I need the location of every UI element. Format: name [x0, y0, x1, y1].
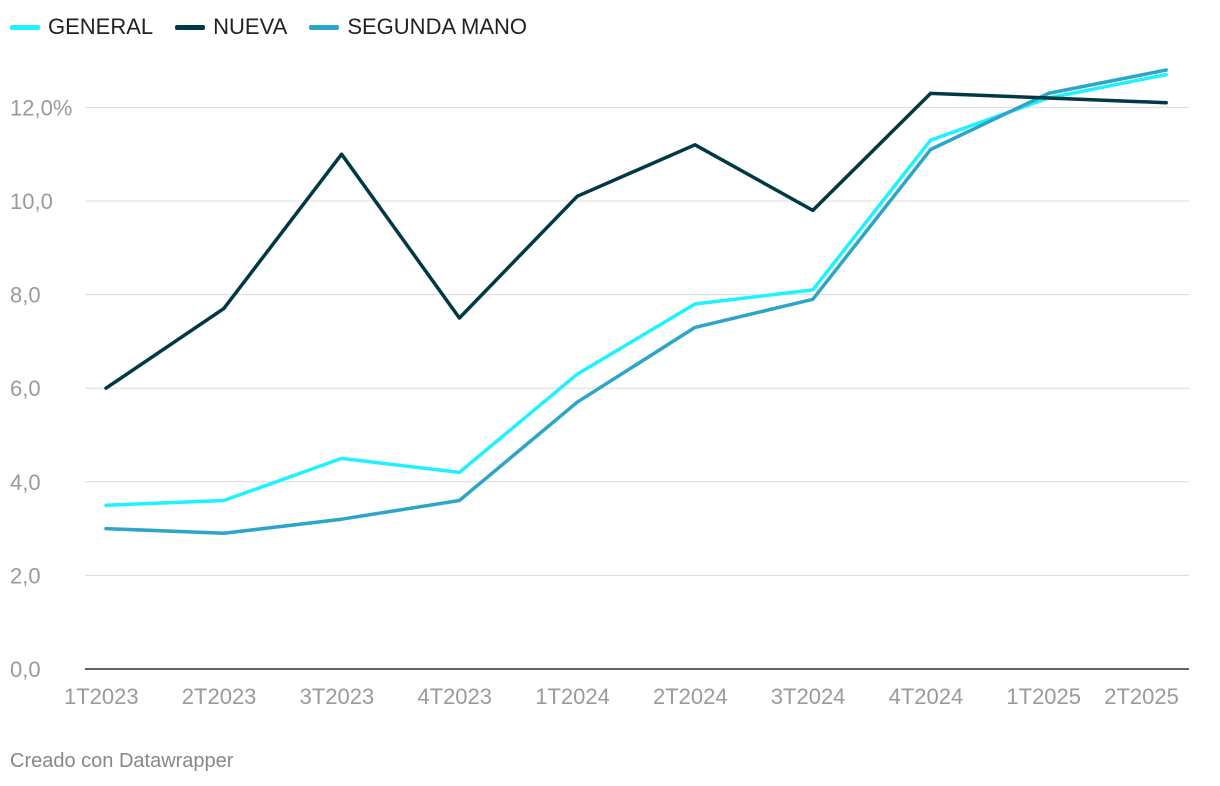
- legend-swatch: [175, 24, 206, 30]
- legend-swatch: [10, 24, 40, 30]
- legend-item-0: GENERAL: [10, 14, 153, 40]
- x-tick-label: 3T2023: [300, 684, 375, 709]
- y-tick-label: 8,0: [10, 283, 41, 308]
- y-tick-label: 0,0: [10, 657, 41, 682]
- y-tick-label: 6,0: [10, 376, 41, 401]
- x-tick-label: 4T2023: [417, 684, 492, 709]
- y-tick-label: 2,0: [10, 563, 41, 588]
- legend-item-1: NUEVA: [175, 14, 287, 40]
- x-tick-label: 2T2023: [182, 684, 257, 709]
- y-tick-label: 10,0: [10, 189, 53, 214]
- legend-swatch: [309, 24, 340, 30]
- x-tick-label: 1T2024: [535, 684, 610, 709]
- legend-label: SEGUNDA MANO: [347, 14, 528, 39]
- legend-label: NUEVA: [213, 14, 288, 39]
- y-tick-label: 12,0%: [10, 95, 72, 120]
- x-tick-label: 2T2024: [653, 684, 728, 709]
- x-tick-label: 4T2024: [889, 684, 964, 709]
- chart-legend: GENERAL NUEVA SEGUNDA MANO: [10, 14, 527, 40]
- series-line-general: [104, 72, 1168, 507]
- series-line-segunda-mano: [104, 68, 1168, 536]
- legend-item-2: SEGUNDA MANO: [309, 14, 527, 40]
- legend-label: GENERAL: [48, 14, 154, 39]
- x-tick-label: 1T2025: [1006, 684, 1081, 709]
- x-tick-label: 1T2023: [64, 684, 139, 709]
- credit-text: Creado con Datawrapper: [10, 750, 234, 772]
- series-line-nueva: [104, 91, 1168, 390]
- y-tick-label: 4,0: [10, 470, 41, 495]
- x-tick-label: 3T2024: [771, 684, 846, 709]
- x-tick-label: 2T2025: [1104, 684, 1179, 709]
